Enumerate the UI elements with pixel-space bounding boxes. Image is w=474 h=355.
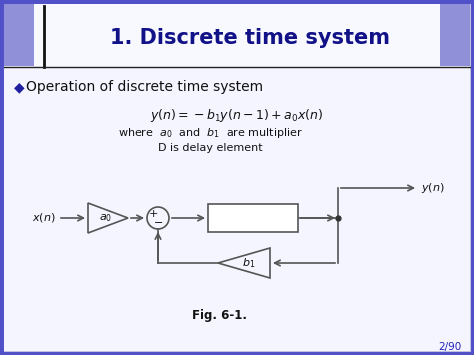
- Bar: [4, 4, 470, 66]
- Bar: [208, 204, 298, 232]
- Text: D: D: [247, 211, 259, 225]
- Text: Operation of discrete time system: Operation of discrete time system: [26, 80, 263, 94]
- Text: 2/90: 2/90: [439, 342, 462, 352]
- Text: where  $a_0$  and  $b_1$  are multiplier: where $a_0$ and $b_1$ are multiplier: [118, 126, 302, 140]
- Text: $y(n) = -b_1 y(n-1) + a_0 x(n)$: $y(n) = -b_1 y(n-1) + a_0 x(n)$: [150, 106, 324, 124]
- Bar: [440, 4, 470, 66]
- Text: $a_0$: $a_0$: [100, 212, 113, 224]
- Text: −: −: [155, 218, 164, 228]
- Text: 1. Discrete time system: 1. Discrete time system: [110, 28, 390, 48]
- Text: D is delay element: D is delay element: [158, 143, 262, 153]
- Text: $y(n)$: $y(n)$: [421, 181, 445, 195]
- Text: $x(n)$: $x(n)$: [32, 212, 56, 224]
- Text: ◆: ◆: [14, 80, 25, 94]
- Text: $b_1$: $b_1$: [242, 256, 255, 270]
- Bar: [4, 4, 34, 66]
- Bar: [34, 4, 440, 66]
- Text: Fig. 6-1.: Fig. 6-1.: [192, 308, 247, 322]
- Text: +: +: [148, 209, 158, 219]
